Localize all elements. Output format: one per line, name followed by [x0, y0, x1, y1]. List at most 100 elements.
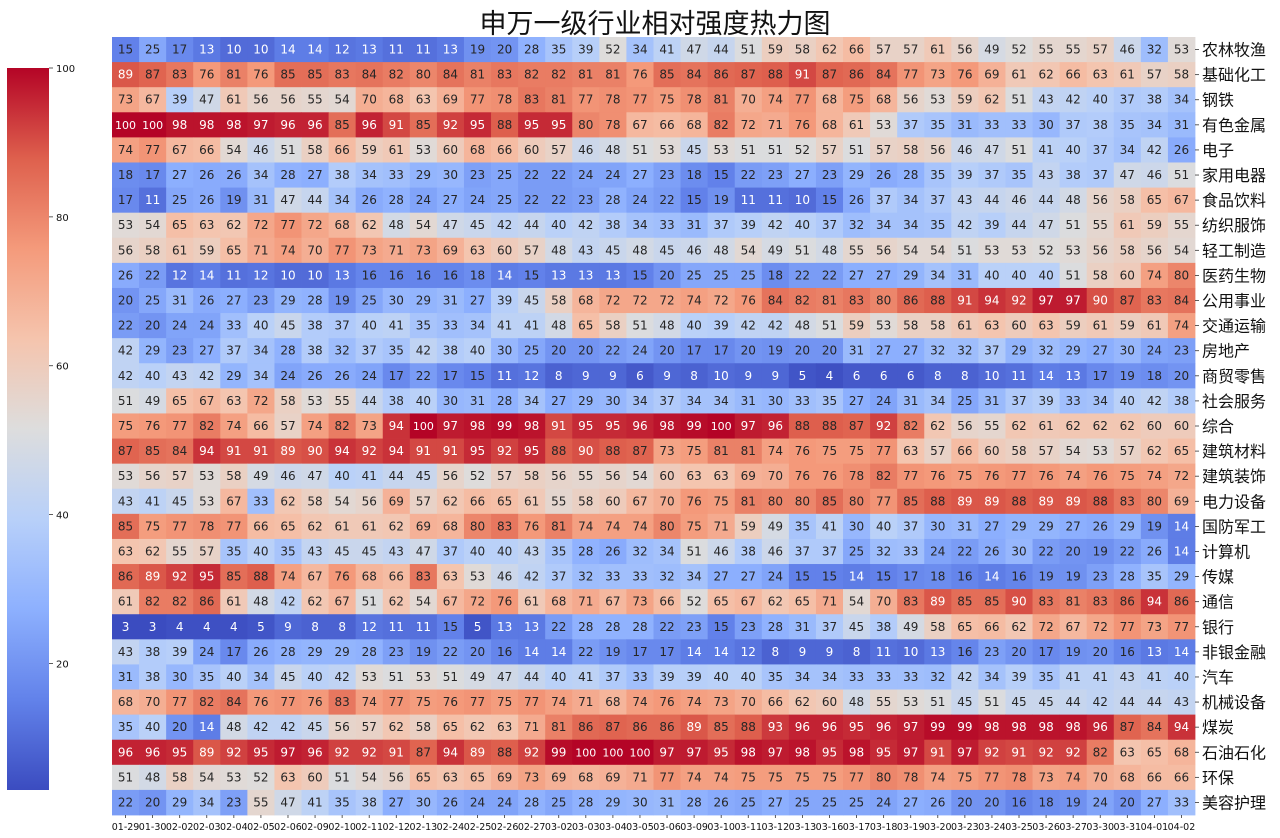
cell-value-label: 20 — [470, 645, 485, 659]
heatmap-cell — [112, 262, 140, 289]
cell-value-label: 57 — [930, 444, 945, 458]
heatmap-cell — [870, 538, 898, 565]
cell-value-label: 81 — [714, 93, 729, 107]
cell-value-label: 37 — [659, 394, 674, 408]
heatmap-cell — [1167, 438, 1196, 465]
heatmap-cell — [572, 112, 600, 138]
cell-value-label: 20 — [822, 344, 837, 358]
cell-value-label: 62 — [280, 494, 295, 508]
heatmap-cell — [355, 564, 384, 590]
cell-value-label: 84 — [1174, 294, 1189, 308]
heatmap-cell — [870, 187, 898, 214]
cell-value-label: 53 — [307, 394, 322, 408]
cell-value-label: 18 — [1147, 369, 1162, 383]
cell-value-label: 82 — [551, 68, 566, 82]
heatmap-cell — [978, 162, 1006, 188]
heatmap-cell — [1140, 287, 1169, 314]
cell-value-label: 84 — [686, 68, 701, 82]
heatmap-cell — [382, 589, 411, 615]
cell-value-label: 38 — [741, 544, 756, 558]
heatmap-cell — [680, 614, 709, 640]
cell-value-label: 26 — [930, 795, 945, 809]
cell-value-label: 87 — [741, 68, 756, 82]
cell-value-label: 100 — [413, 420, 434, 433]
heatmap-cell — [545, 287, 573, 314]
cell-value-label: 8 — [853, 645, 861, 659]
heatmap-cell — [491, 639, 519, 665]
cell-value-label: 24 — [578, 168, 593, 182]
cell-value-label: 8 — [961, 369, 969, 383]
heatmap-cell — [924, 614, 952, 640]
cell-value-label: 29 — [334, 645, 349, 659]
heatmap-cell — [166, 538, 194, 565]
heatmap-cell — [382, 513, 411, 540]
heatmap-cell — [328, 513, 357, 540]
cell-value-label: 87 — [416, 745, 431, 759]
heatmap-cell — [247, 463, 275, 490]
cell-value-label: 59 — [1066, 319, 1081, 333]
heatmap-cell — [815, 438, 844, 465]
cell-value-label: 35 — [280, 544, 295, 558]
cell-value-label: 11 — [389, 43, 404, 57]
heatmap-cell — [1140, 338, 1169, 364]
cell-value-label: 80 — [1147, 494, 1162, 508]
heatmap-cell — [897, 388, 925, 414]
x-tick-label: 02-06 — [274, 822, 302, 833]
heatmap-cell — [220, 764, 248, 791]
heatmap-cell — [409, 664, 438, 690]
heatmap-cell — [545, 689, 573, 716]
cell-value-label: 28 — [280, 645, 295, 659]
cell-value-label: 76 — [741, 294, 756, 308]
cell-value-label: 66 — [253, 519, 268, 533]
cell-value-label: 35 — [768, 670, 783, 684]
cell-value-label: 43 — [578, 243, 593, 257]
heatmap-cell — [355, 363, 384, 389]
heatmap-cell — [247, 262, 275, 289]
cell-value-label: 57 — [172, 469, 187, 483]
heatmap-cell — [680, 62, 709, 88]
heatmap-cell — [463, 237, 492, 264]
cell-value-label: 29 — [1011, 519, 1026, 533]
x-tick-label: 02-25 — [464, 822, 492, 833]
heatmap-cell — [382, 438, 411, 465]
heatmap-cell — [301, 413, 329, 439]
heatmap-cell — [301, 237, 329, 264]
cell-value-label: 11 — [145, 193, 160, 207]
heatmap-cell — [518, 689, 546, 716]
heatmap-cell — [436, 388, 465, 414]
heatmap-cell — [436, 589, 465, 615]
cell-value-label: 76 — [686, 494, 701, 508]
heatmap-cell — [112, 137, 140, 163]
heatmap-cell — [1086, 37, 1115, 63]
heatmap-cell — [1032, 162, 1061, 188]
cell-value-label: 44 — [524, 670, 539, 684]
heatmap-cell — [193, 62, 221, 88]
cell-value-label: 22 — [822, 268, 837, 282]
cell-value-label: 33 — [849, 670, 864, 684]
heatmap-cell — [1005, 438, 1033, 465]
cell-value-label: 86 — [849, 68, 864, 82]
cell-value-label: 55 — [551, 494, 566, 508]
y-tick-label: 汽车 — [1202, 668, 1234, 687]
heatmap-cell — [978, 564, 1006, 590]
heatmap-cell — [680, 714, 709, 741]
heatmap-cell — [328, 564, 357, 590]
cell-value-label: 43 — [1120, 670, 1135, 684]
cell-value-label: 39 — [1011, 670, 1026, 684]
cell-value-label: 51 — [741, 43, 756, 57]
cell-value-label: 30 — [632, 795, 647, 809]
cell-value-label: 34 — [470, 319, 485, 333]
cell-value-label: 62 — [443, 494, 458, 508]
cell-value-label: 42 — [280, 595, 295, 609]
heatmap-cell — [436, 614, 465, 640]
heatmap-cell — [409, 739, 438, 766]
cell-value-label: 85 — [957, 595, 972, 609]
cell-value-label: 62 — [1011, 620, 1026, 634]
heatmap-cell — [1086, 187, 1115, 214]
cell-value-label: 72 — [1174, 469, 1189, 483]
heatmap-cell — [897, 714, 925, 741]
cell-value-label: 61 — [118, 595, 133, 609]
cell-value-label: 88 — [768, 68, 783, 82]
x-tick-label: 01-29 — [112, 822, 140, 833]
cell-value-label: 66 — [849, 43, 864, 57]
